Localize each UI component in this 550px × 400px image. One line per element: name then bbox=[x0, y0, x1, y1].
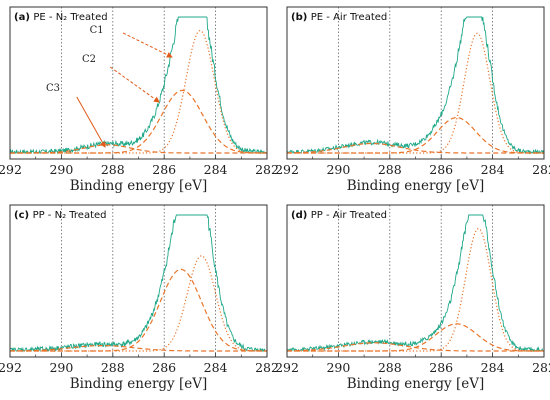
x-axis-label: Binding energy [eV] bbox=[347, 178, 484, 194]
x-tick-label: 284 bbox=[204, 360, 228, 375]
x-tick-label: 286 bbox=[152, 360, 176, 375]
annotation-label-c2: C2 bbox=[82, 54, 96, 65]
x-tick-label: 282 bbox=[255, 162, 279, 177]
panel-title-text: PE - N₂ Treated bbox=[33, 12, 107, 23]
x-tick-label: 292 bbox=[275, 360, 299, 375]
component-c1-line bbox=[10, 255, 267, 352]
component-c2-line bbox=[10, 268, 267, 352]
x-axis-label: Binding energy [eV] bbox=[347, 376, 484, 392]
annotation-label-c1: C1 bbox=[90, 25, 104, 36]
x-tick-label: 290 bbox=[326, 162, 350, 177]
panel-c: 292 290 288 286 284 282 Binding energy [eV] (c)… bbox=[0, 204, 279, 392]
x-tick-label: 286 bbox=[429, 162, 453, 177]
annotation-arrow bbox=[122, 32, 173, 58]
measured-spectrum-line bbox=[286, 16, 545, 155]
measured-spectrum-line bbox=[286, 214, 545, 353]
component-c2-line bbox=[287, 116, 544, 154]
component-c2-line bbox=[10, 89, 267, 154]
panel-a: 292 290 288 286 284 282 Binding energy [eV] (a)… bbox=[0, 6, 279, 194]
x-tick-label: 288 bbox=[378, 162, 402, 177]
panel-letter: (c) bbox=[14, 210, 33, 221]
component-c2-line bbox=[287, 323, 544, 352]
panel-d: 292 290 288 286 284 282 Binding energy [eV] (d)… bbox=[275, 204, 550, 392]
x-axis-label: Binding energy [eV] bbox=[70, 178, 207, 194]
component-c3-line bbox=[10, 345, 267, 352]
component-c3-line bbox=[287, 142, 544, 154]
x-tick-label: 284 bbox=[481, 360, 505, 375]
x-tick-label: 292 bbox=[275, 162, 299, 177]
annotation-label-c3: C3 bbox=[46, 83, 60, 94]
x-tick-label: 290 bbox=[326, 360, 350, 375]
x-tick-label: 286 bbox=[152, 162, 176, 177]
x-tick-label: 290 bbox=[49, 162, 73, 177]
x-tick-label: 292 bbox=[0, 360, 22, 375]
x-tick-label: 286 bbox=[429, 360, 453, 375]
component-c1-line bbox=[10, 29, 267, 154]
panel-letter: (b) bbox=[291, 12, 311, 23]
panel-title: (d) PP - Air Treated bbox=[291, 210, 387, 221]
annotation-arrow bbox=[109, 66, 160, 103]
plot-frame bbox=[286, 6, 545, 160]
plot-frame bbox=[286, 204, 545, 358]
component-c3-line bbox=[286, 342, 544, 352]
plot-frame bbox=[9, 204, 268, 358]
measured-spectrum-line bbox=[9, 214, 268, 353]
x-axis-label: Binding energy [eV] bbox=[70, 376, 207, 392]
x-tick-label: 292 bbox=[0, 162, 22, 177]
x-tick-label: 284 bbox=[481, 162, 505, 177]
panel-title: (c) PP - N₂ Treated bbox=[14, 210, 107, 221]
annotation-arrow bbox=[76, 96, 106, 148]
panel-title: (b) PE - Air Treated bbox=[291, 12, 387, 23]
x-tick-label: 282 bbox=[532, 162, 550, 177]
x-tick-label: 288 bbox=[101, 360, 125, 375]
panel-title-text: PP - Air Treated bbox=[311, 210, 387, 221]
panel-title-text: PE - Air Treated bbox=[311, 12, 387, 23]
x-tick-label: 282 bbox=[532, 360, 550, 375]
panel-b: 292 290 288 286 284 282 Binding energy [eV] (b)… bbox=[275, 6, 550, 194]
panel-title-text: PP - N₂ Treated bbox=[33, 210, 107, 221]
component-c3-line bbox=[10, 144, 267, 154]
panel-title: (a) PE - N₂ Treated bbox=[14, 12, 108, 23]
x-tick-label: 288 bbox=[378, 360, 402, 375]
x-tick-label: 284 bbox=[204, 162, 228, 177]
panel-letter: (a) bbox=[14, 12, 33, 23]
x-tick-label: 288 bbox=[101, 162, 125, 177]
x-tick-label: 290 bbox=[49, 360, 73, 375]
measured-spectrum-line bbox=[9, 16, 268, 155]
component-c1-line bbox=[287, 227, 544, 352]
x-tick-label: 282 bbox=[255, 360, 279, 375]
panel-letter: (d) bbox=[291, 210, 311, 221]
